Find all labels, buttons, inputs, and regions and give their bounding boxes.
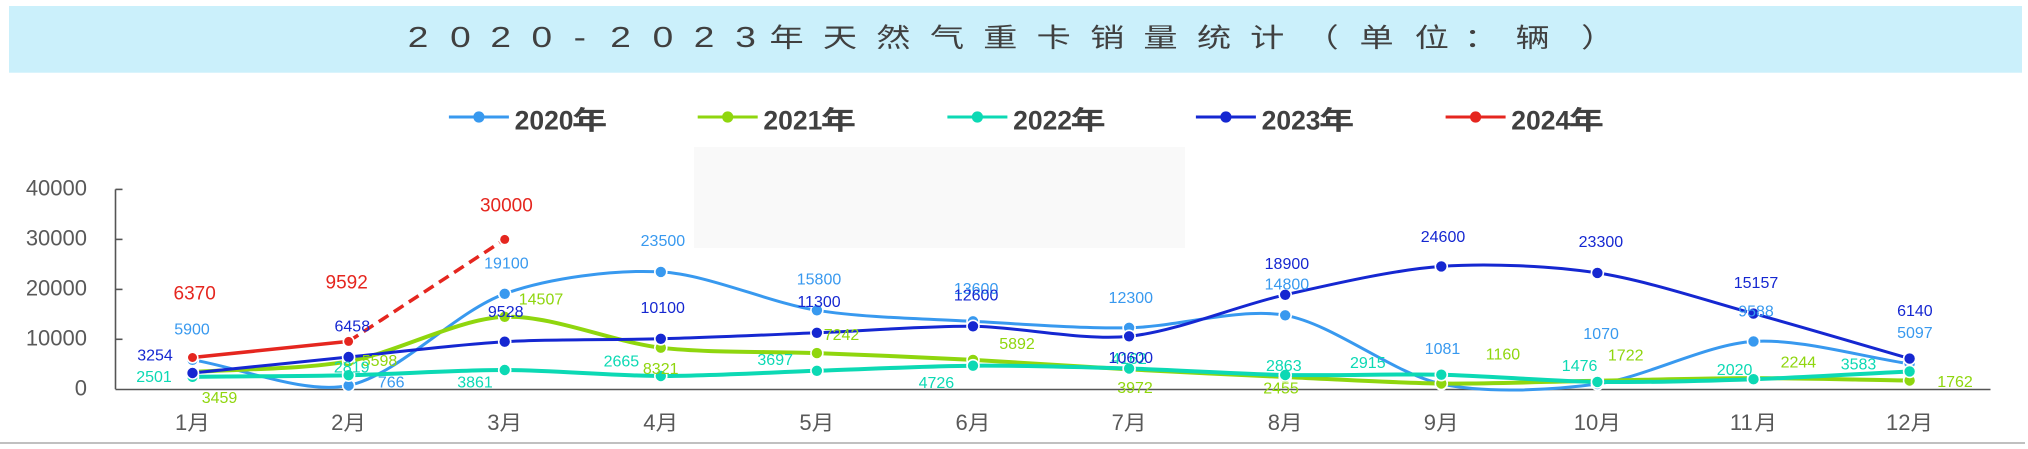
svg-text:1476: 1476 <box>1562 358 1598 375</box>
svg-text:1762: 1762 <box>1937 374 1973 391</box>
svg-text:1081: 1081 <box>1425 341 1461 358</box>
svg-text:0: 0 <box>531 22 552 54</box>
svg-text:2: 2 <box>490 22 511 54</box>
svg-text:2244: 2244 <box>1781 355 1817 372</box>
svg-text:3861: 3861 <box>457 374 493 391</box>
svg-text:0: 0 <box>653 22 674 54</box>
svg-text:10600: 10600 <box>1109 350 1154 367</box>
svg-text:3583: 3583 <box>1841 356 1877 373</box>
svg-text:5598: 5598 <box>362 353 398 370</box>
svg-text:14800: 14800 <box>1265 277 1310 294</box>
svg-text:2024: 2024 <box>1511 106 1570 136</box>
svg-text:5892: 5892 <box>999 336 1035 353</box>
svg-text:10000: 10000 <box>26 326 87 351</box>
svg-text:0: 0 <box>75 376 87 401</box>
svg-text:2819: 2819 <box>334 360 370 377</box>
svg-text:11: 11 <box>1730 410 1753 435</box>
svg-text:2455: 2455 <box>1263 381 1299 398</box>
svg-text:7242: 7242 <box>824 327 860 344</box>
svg-text:11300: 11300 <box>797 294 840 311</box>
svg-text:3972: 3972 <box>1117 380 1153 397</box>
svg-text:8321: 8321 <box>643 361 679 378</box>
svg-text:5097: 5097 <box>1897 325 1933 342</box>
svg-text:5: 5 <box>799 410 811 435</box>
svg-text:10100: 10100 <box>640 300 685 317</box>
svg-text:10: 10 <box>1574 410 1598 435</box>
svg-text:23300: 23300 <box>1579 234 1624 251</box>
svg-text:4162: 4162 <box>1111 351 1147 368</box>
svg-text:5900: 5900 <box>174 321 210 338</box>
svg-text:6: 6 <box>956 410 968 435</box>
svg-text:40000: 40000 <box>26 176 87 201</box>
svg-text:15157: 15157 <box>1734 275 1779 292</box>
svg-text:2022: 2022 <box>1013 106 1072 136</box>
svg-text:2501: 2501 <box>136 369 172 386</box>
svg-text:4726: 4726 <box>919 375 955 392</box>
svg-text:2023: 2023 <box>1262 106 1321 136</box>
svg-text:2: 2 <box>408 22 429 54</box>
svg-text:3697: 3697 <box>757 352 793 369</box>
svg-text:3254: 3254 <box>137 347 173 364</box>
svg-text:8: 8 <box>1268 410 1280 435</box>
svg-text:2: 2 <box>331 410 343 435</box>
svg-text:18900: 18900 <box>1265 256 1310 273</box>
svg-text:2: 2 <box>694 22 715 54</box>
svg-text:7: 7 <box>1112 410 1124 435</box>
svg-text:2020: 2020 <box>515 106 574 136</box>
svg-text:9588: 9588 <box>1738 303 1774 320</box>
svg-text:2863: 2863 <box>1266 358 1302 375</box>
svg-text:2915: 2915 <box>1350 355 1386 372</box>
svg-text:3459: 3459 <box>202 390 238 407</box>
svg-text:1722: 1722 <box>1608 347 1644 364</box>
svg-text:13600: 13600 <box>954 281 999 298</box>
svg-text:9528: 9528 <box>488 304 524 321</box>
svg-text:6140: 6140 <box>1897 303 1933 320</box>
svg-text:15800: 15800 <box>797 272 842 289</box>
svg-text:30000: 30000 <box>26 226 87 251</box>
svg-text:19100: 19100 <box>484 255 529 272</box>
svg-text:1: 1 <box>175 410 187 435</box>
svg-text:23500: 23500 <box>641 233 686 250</box>
svg-text:2665: 2665 <box>604 353 640 370</box>
svg-text:-: - <box>574 22 586 54</box>
svg-text:0: 0 <box>450 22 471 54</box>
svg-text:6370: 6370 <box>174 284 216 305</box>
svg-text:2021: 2021 <box>763 106 822 136</box>
svg-text:4: 4 <box>643 410 655 435</box>
svg-text:1070: 1070 <box>1583 326 1619 343</box>
svg-text:1160: 1160 <box>1486 346 1521 363</box>
svg-text:12300: 12300 <box>1109 290 1154 307</box>
svg-text:30000: 30000 <box>480 196 533 217</box>
svg-text:6458: 6458 <box>335 319 371 336</box>
svg-text:9592: 9592 <box>326 273 368 294</box>
svg-text:20000: 20000 <box>26 276 87 301</box>
svg-text:2020: 2020 <box>1717 362 1753 379</box>
svg-text:766: 766 <box>378 374 405 391</box>
svg-text:12600: 12600 <box>954 288 999 305</box>
svg-text:14507: 14507 <box>519 292 564 309</box>
svg-text:12: 12 <box>1886 410 1910 435</box>
svg-text:2: 2 <box>610 22 631 54</box>
svg-text:9: 9 <box>1424 410 1436 435</box>
svg-text:24600: 24600 <box>1421 229 1466 246</box>
svg-text:3: 3 <box>487 410 499 435</box>
svg-text:3: 3 <box>735 22 756 54</box>
